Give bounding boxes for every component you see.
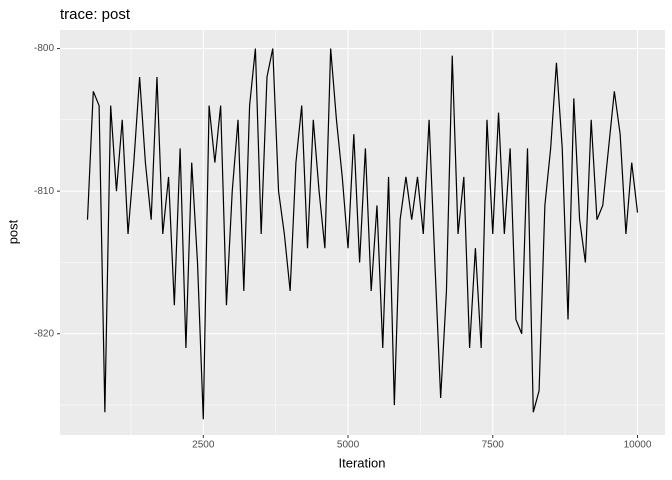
x-tick-label: 10000 [624, 440, 652, 451]
x-tick-label: 5000 [337, 440, 360, 451]
y-tick-label: -800 [34, 43, 54, 54]
y-tick-label: -810 [34, 186, 54, 197]
x-tick-label: 2500 [192, 440, 215, 451]
y-axis-label: post [5, 219, 20, 244]
trace-line [86, 48, 639, 420]
x-tick-label: 7500 [482, 440, 505, 451]
y-tick-label: -820 [34, 328, 54, 339]
x-axis-label: Iteration [339, 455, 386, 470]
panel [60, 30, 665, 435]
chart-title: trace: post [60, 6, 131, 23]
